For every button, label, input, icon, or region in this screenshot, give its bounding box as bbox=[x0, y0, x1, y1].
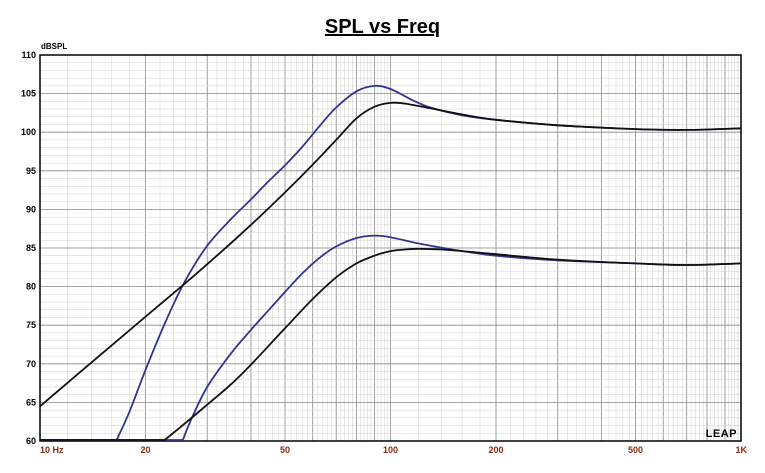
chart-title: SPL vs Freq bbox=[324, 16, 441, 38]
series-line-4 bbox=[162, 247, 742, 442]
y-axis-label: dBSPL bbox=[41, 42, 67, 51]
y-tick-label: 110 bbox=[21, 50, 36, 60]
x-tick-label: 1K bbox=[735, 445, 747, 455]
x-tick-label: 10 Hz bbox=[40, 445, 64, 455]
leap-logo: LEAP bbox=[706, 428, 737, 440]
y-tick-label: 90 bbox=[26, 204, 36, 214]
x-tick-label: 200 bbox=[488, 445, 503, 455]
grid bbox=[40, 55, 741, 441]
y-tick-label: 105 bbox=[21, 89, 36, 99]
y-tick-label: 95 bbox=[26, 166, 36, 176]
y-tick-label: 100 bbox=[21, 127, 36, 137]
y-tick-labels: 110 105 100 95 90 85 80 75 70 65 60 bbox=[21, 50, 36, 446]
x-tick-label: 50 bbox=[280, 445, 290, 455]
x-tick-label: 500 bbox=[628, 445, 643, 455]
x-tick-label: 20 bbox=[141, 445, 151, 455]
y-tick-label: 70 bbox=[26, 359, 36, 369]
y-tick-label: 85 bbox=[26, 243, 36, 253]
x-tick-labels: 10 Hz 20 50 100 200 500 1K bbox=[40, 445, 747, 455]
y-tick-label: 80 bbox=[26, 282, 36, 292]
x-tick-label: 100 bbox=[383, 445, 398, 455]
series-line-2 bbox=[39, 101, 742, 407]
plot-frame bbox=[39, 54, 742, 442]
y-tick-label: 65 bbox=[26, 397, 36, 407]
series-lines bbox=[39, 84, 742, 442]
y-tick-label: 60 bbox=[26, 436, 36, 446]
y-tick-label: 75 bbox=[26, 320, 36, 330]
